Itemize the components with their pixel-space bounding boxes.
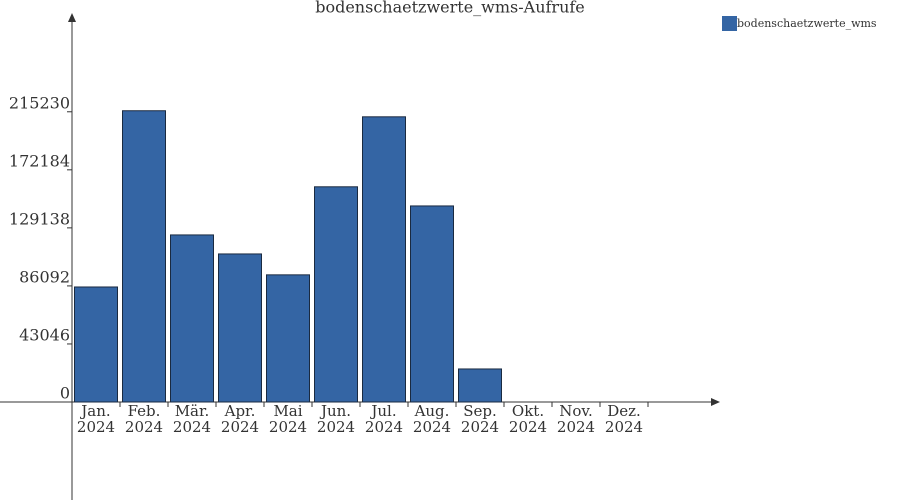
y-tick-label: 172184 — [9, 151, 70, 170]
chart-title: bodenschaetzwerte_wms-Aufrufe — [315, 0, 585, 17]
bar — [266, 274, 310, 403]
y-tick-label: 43046 — [19, 325, 70, 344]
x-tick-label: Jan. 2024 — [76, 402, 116, 436]
y-tick-label: 129138 — [9, 209, 70, 228]
x-axis-arrow — [711, 398, 720, 406]
x-tick-label: Apr. 2024 — [220, 402, 260, 436]
bar — [218, 253, 262, 403]
bar — [410, 205, 454, 403]
bar — [74, 286, 118, 403]
y-tick-label: 86092 — [19, 267, 70, 286]
x-tick-label: Sep. 2024 — [460, 402, 500, 436]
x-tick-label: Nov. 2024 — [556, 402, 596, 436]
x-tick-label: Aug. 2024 — [412, 402, 452, 436]
legend-swatch — [722, 16, 737, 31]
bar — [362, 116, 406, 403]
bar — [122, 110, 166, 403]
x-tick-label: Feb. 2024 — [124, 402, 164, 436]
bar — [458, 368, 502, 403]
y-tick-label: 0 — [60, 384, 70, 403]
bar — [314, 186, 358, 403]
x-tick-label: Jun. 2024 — [316, 402, 356, 436]
bar — [170, 234, 214, 403]
x-tick-label: Mai 2024 — [268, 402, 308, 436]
y-axis-arrow — [68, 13, 76, 22]
legend-label: bodenschaetzwerte_wms — [737, 17, 877, 30]
x-tick-label: Mär. 2024 — [172, 402, 212, 436]
x-tick-label: Jul. 2024 — [364, 402, 404, 436]
x-tick-label: Dez. 2024 — [604, 402, 644, 436]
x-tick-label: Okt. 2024 — [508, 402, 548, 436]
y-tick-label: 215230 — [9, 93, 70, 112]
